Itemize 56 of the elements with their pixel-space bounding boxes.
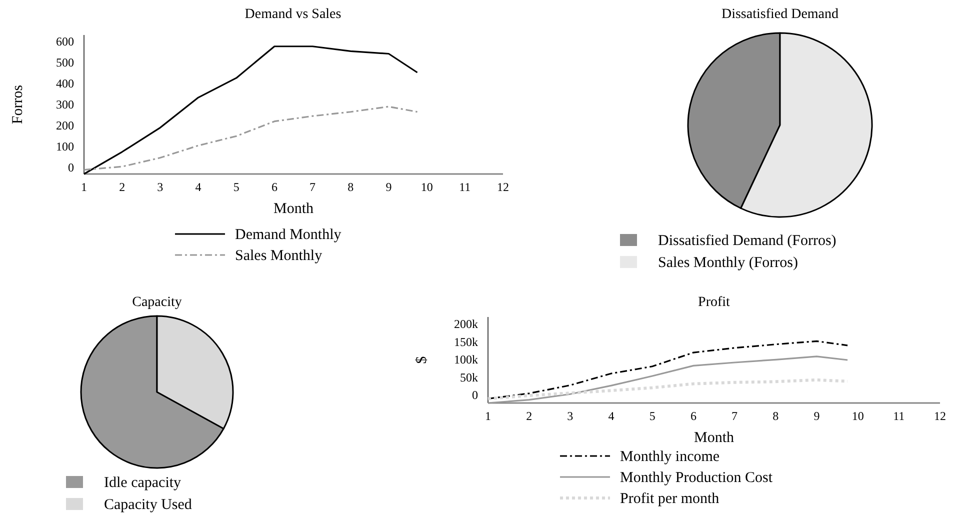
line-series xyxy=(487,356,848,404)
y-tick-label: 200 xyxy=(56,118,74,133)
y-tick-label: 100k xyxy=(454,352,478,367)
x-tick-label: 4 xyxy=(195,180,202,194)
x-tick-label: 8 xyxy=(772,409,779,423)
chart-title: Capacity xyxy=(132,295,182,310)
x-tick-label: 12 xyxy=(497,180,509,194)
chart-title: Dissatisfied Demand xyxy=(721,7,839,22)
x-tick-label: 11 xyxy=(459,180,471,194)
x-tick-label: 5 xyxy=(233,180,240,194)
y-axis-title: $ xyxy=(414,356,430,364)
x-tick-label: 9 xyxy=(814,409,820,423)
line-series xyxy=(83,106,418,171)
x-tick-label: 3 xyxy=(157,180,164,194)
x-tick-label: 1 xyxy=(81,180,87,194)
x-tick-label: 10 xyxy=(852,409,864,423)
x-tick-label: 1 xyxy=(485,409,491,423)
x-tick-label: 11 xyxy=(893,409,905,423)
y-tick-label: 500 xyxy=(56,55,74,70)
x-tick-label: 2 xyxy=(526,409,532,423)
x-tick-label: 7 xyxy=(732,409,738,423)
x-tick-label: 4 xyxy=(608,409,614,423)
x-axis-title: Month xyxy=(273,201,314,217)
y-tick-label: 400 xyxy=(56,76,74,90)
y-tick-label: 0 xyxy=(472,388,478,402)
legend-label: Idle capacity xyxy=(104,475,182,491)
y-tick-label: 600 xyxy=(56,34,74,48)
x-tick-label: 8 xyxy=(348,180,354,194)
y-tick-label: 150k xyxy=(454,334,478,349)
chart-title: Profit xyxy=(698,295,730,310)
legend-label: Capacity Used xyxy=(104,497,192,513)
chart-title: Demand vs Sales xyxy=(244,7,342,22)
y-tick-label: 200k xyxy=(454,317,478,332)
legend-label: Monthly Production Cost xyxy=(620,470,774,486)
y-axis-title: Forros xyxy=(10,84,26,124)
legend-label: Demand Monthly xyxy=(235,227,342,243)
x-tick-label: 7 xyxy=(310,180,316,194)
x-tick-label: 3 xyxy=(567,409,574,423)
legend-label: Dissatisfied Demand (Forros) xyxy=(658,233,836,249)
y-tick-label: 0 xyxy=(68,160,74,175)
y-tick-label: 100 xyxy=(56,140,74,154)
x-tick-label: 6 xyxy=(690,409,696,423)
legend-label: Sales Monthly (Forros) xyxy=(658,255,798,271)
legend-label: Profit per month xyxy=(620,491,720,507)
x-tick-label: 10 xyxy=(420,180,433,194)
y-tick-label: 50k xyxy=(460,370,478,384)
x-axis-title: Month xyxy=(694,430,734,446)
x-tick-label: 12 xyxy=(934,409,946,423)
y-tick-label: 300 xyxy=(56,98,74,112)
legend-label: Monthly income xyxy=(620,449,720,465)
x-tick-label: 2 xyxy=(119,180,126,194)
line-series xyxy=(83,46,418,175)
x-tick-label: 6 xyxy=(271,180,278,194)
x-tick-label: 9 xyxy=(386,180,392,194)
legend-label: Sales Monthly xyxy=(235,248,323,264)
x-tick-label: 5 xyxy=(649,409,656,423)
